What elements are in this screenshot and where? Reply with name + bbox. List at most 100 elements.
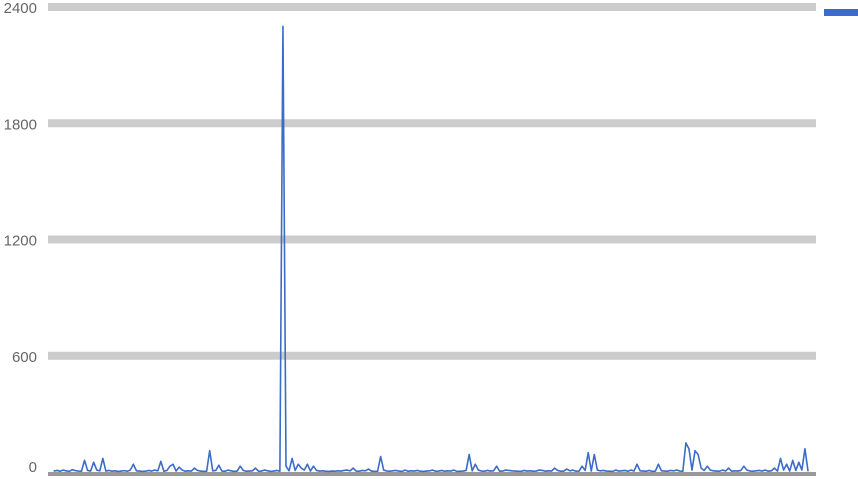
data-point [706,465,708,467]
data-point [468,453,470,456]
data-point [764,469,766,471]
data-point [248,470,250,472]
data-point [77,470,80,472]
data-point [792,459,794,461]
data-point [685,442,687,444]
data-point [499,470,501,472]
data-point [444,470,446,472]
data-point [682,470,684,472]
data-point [489,470,492,472]
data-point [431,469,434,471]
data-point [215,469,217,472]
data-point [56,469,58,472]
data-point [581,465,583,467]
data-point [407,470,409,472]
data-point [120,470,122,472]
data-point [712,470,714,472]
data-point [331,470,333,472]
data-point [108,469,110,472]
data-point [297,463,299,465]
data-point [651,470,653,473]
data-point [83,459,86,461]
data-point [636,463,638,465]
data-point [288,470,290,472]
data-point [260,470,263,472]
data-point [236,470,238,472]
data-point [608,470,611,472]
data-point [596,469,598,471]
y-axis-labels: 0 600 1200 1800 2400 [4,0,37,476]
data-point [654,470,656,472]
data-point [141,470,144,473]
data-point [251,470,254,472]
data-point [737,470,739,472]
data-point [294,469,296,472]
data-point [218,464,220,466]
data-point [743,465,745,467]
data-point [767,470,769,472]
data-point [529,470,531,472]
data-point [535,470,537,472]
data-point [715,470,718,472]
data-point [380,455,382,458]
data-point [462,470,464,472]
data-point [199,470,202,472]
y-tick-label: 1800 [4,116,37,133]
data-point [453,469,455,471]
data-point [209,450,211,452]
data-point [389,470,391,472]
data-point [557,469,559,472]
data-point [645,470,647,472]
data-point [590,470,592,472]
data-point [318,470,321,472]
data-point [343,469,345,472]
data-point [181,469,183,471]
data-point [282,25,284,27]
data-point [322,470,324,472]
data-point [129,469,131,471]
data-point [315,469,318,472]
data-point [755,470,757,472]
data-point [422,470,424,473]
data-point [291,457,293,460]
data-point [688,448,690,450]
data-point [245,470,247,472]
data-point [123,470,125,472]
data-point [138,470,141,472]
data-point [392,470,394,472]
data-point [514,470,516,472]
data-point [175,470,177,472]
data-point [779,457,782,460]
data-point [102,457,104,460]
data-point [700,467,702,469]
data-point [373,470,376,473]
data-point [520,470,522,473]
data-point [773,467,776,469]
data-point [599,470,602,472]
data-point [325,470,327,472]
data-point [93,461,95,463]
data-point [471,470,473,472]
data-point [703,469,705,472]
data-point [270,470,272,473]
data-point [584,469,586,472]
data-point [340,470,342,472]
data-point [239,465,241,467]
data-point [303,469,305,471]
data-point [474,463,476,465]
data-point [395,469,397,472]
data-point [227,469,229,471]
data-point [273,470,275,472]
data-point [434,470,437,472]
data-point [328,470,330,473]
data-point [71,469,73,471]
data-point [782,469,785,471]
data-point [807,470,809,472]
data-point [465,469,467,472]
data-point [612,470,614,473]
data-point [728,467,730,469]
data-point [673,470,675,472]
data-point [450,470,452,472]
data-point [758,469,760,472]
